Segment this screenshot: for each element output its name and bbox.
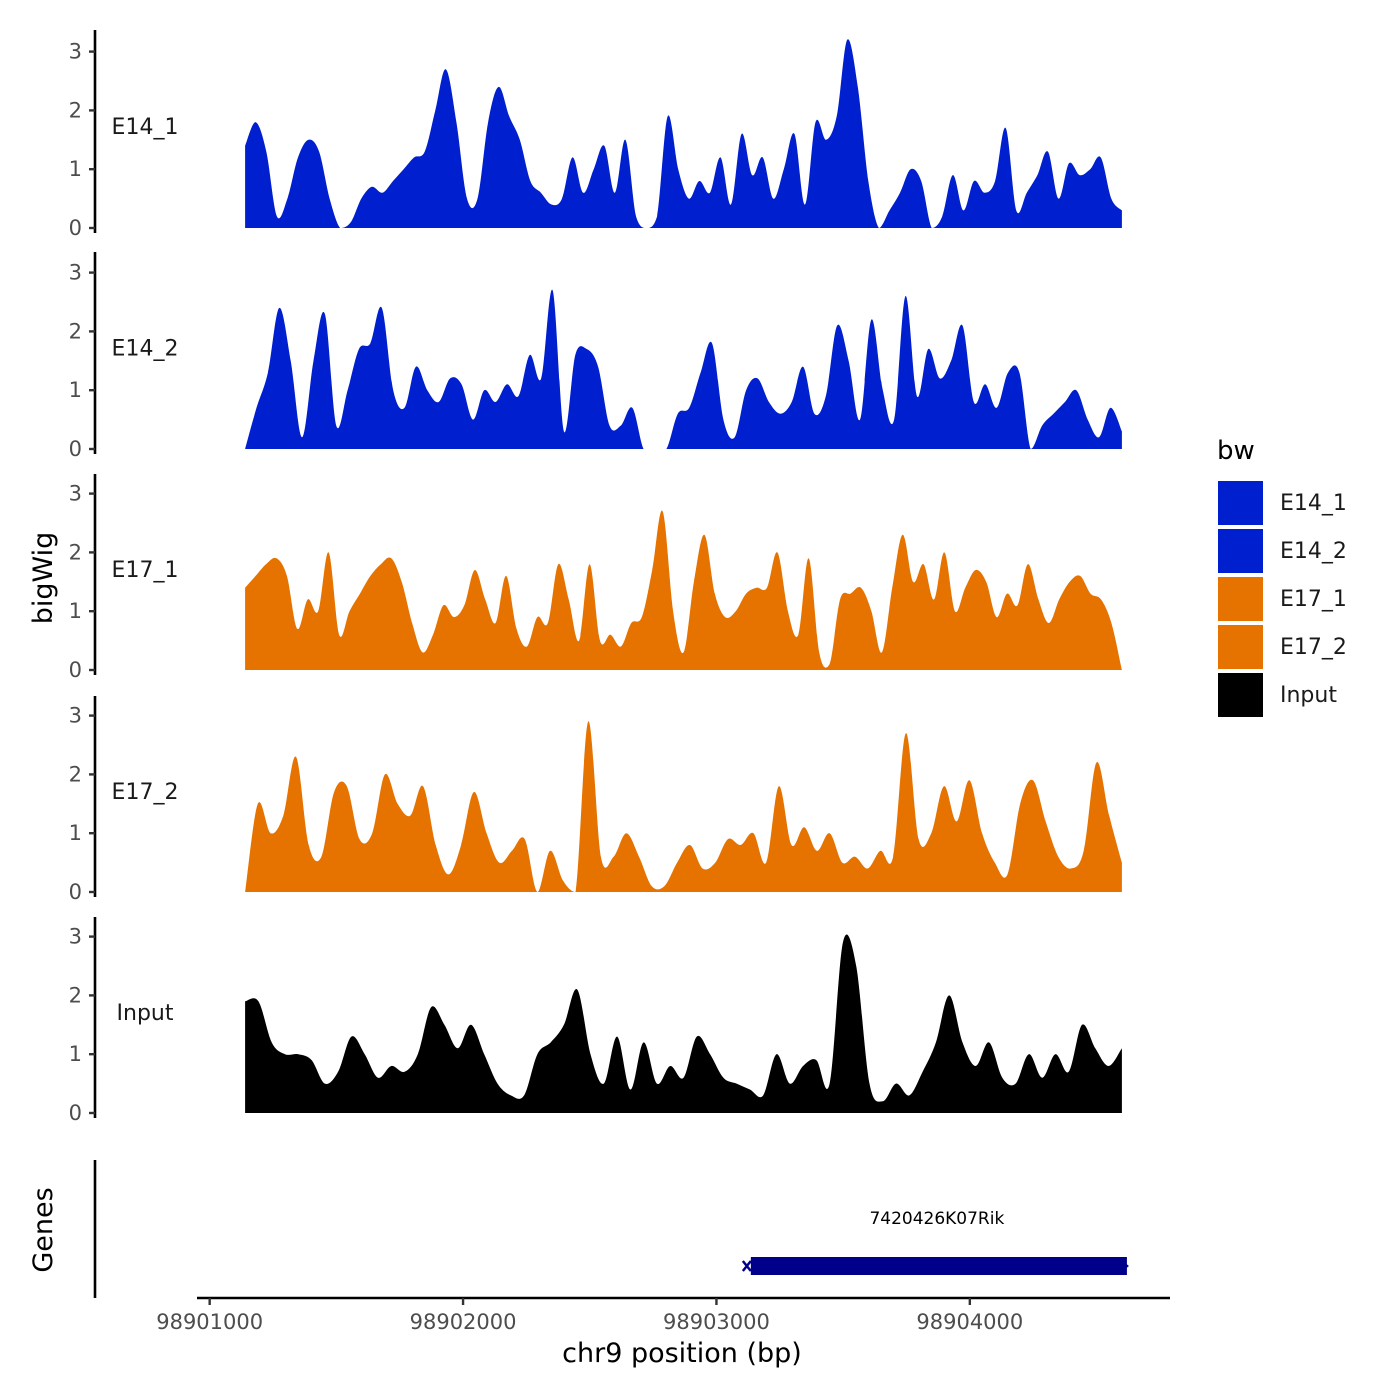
legend-label: E17_2: [1280, 635, 1347, 660]
legend-swatch: [1218, 673, 1263, 717]
x-tick-label: 98903000: [663, 1310, 770, 1334]
legend-item-Input: Input: [1218, 673, 1337, 717]
y-tick-label: 3: [69, 40, 82, 64]
legend-label: Input: [1280, 683, 1337, 708]
legend-label: E17_1: [1280, 587, 1347, 612]
track-label: E17_1: [112, 558, 179, 583]
track-area-E14_2: [245, 289, 1122, 449]
track-area-E17_2: [245, 721, 1122, 892]
y-tick-label: 3: [69, 482, 82, 506]
track-label: E14_2: [112, 337, 179, 362]
y-tick-label: 2: [69, 540, 82, 564]
gene-7420426K07Rik: 7420426K07Rik: [741, 1209, 1129, 1275]
legend-swatch: [1218, 481, 1263, 525]
y-tick-label: 0: [69, 880, 82, 904]
y-tick-label: 1: [69, 378, 82, 402]
gene-end-marker: [1122, 1261, 1129, 1271]
track-area-Input: [245, 934, 1122, 1113]
genes-axis-title: Genes: [28, 1187, 59, 1272]
legend-swatch: [1218, 625, 1263, 669]
track-E14_1: 0 1 2 3 E14_1: [69, 30, 1122, 240]
y-tick-label: 0: [69, 658, 82, 682]
legend: bw E14_1 E14_2 E17_1 E17_2 Input: [1217, 436, 1347, 717]
bigwig-tracks: 0 1 2 3 E14_1 0 1 2 3 E14_2 0 1 2 3 E17_1 0 1 2 3 E17_2 0 1 2 3…: [69, 30, 1122, 1125]
y-tick-label: 1: [69, 599, 82, 623]
y-tick-label: 1: [69, 157, 82, 181]
y-tick-label: 3: [69, 261, 82, 285]
y-axis-title: bigWig: [28, 532, 59, 625]
gene-body: [750, 1257, 1127, 1275]
track-E17_2: 0 1 2 3 E17_2: [69, 696, 1122, 904]
y-tick-label: 2: [69, 983, 82, 1007]
genes-track: 7420426K07Rik: [93, 1160, 1129, 1298]
legend-swatch: [1218, 577, 1263, 621]
y-tick-label: 0: [69, 216, 82, 240]
track-E14_2: 0 1 2 3 E14_2: [69, 252, 1122, 461]
legend-item-E14_1: E14_1: [1218, 481, 1347, 525]
y-tick-label: 2: [69, 98, 82, 122]
y-tick-label: 2: [69, 319, 82, 343]
x-tick-label: 98902000: [410, 1310, 517, 1334]
legend-item-E17_1: E17_1: [1218, 577, 1347, 621]
legend-item-E17_2: E17_2: [1218, 625, 1347, 669]
legend-item-E14_2: E14_2: [1218, 529, 1347, 573]
x-axis: 98901000 98902000 98903000 98904000: [156, 1296, 1170, 1334]
track-label: E14_1: [112, 115, 179, 140]
gene-label: 7420426K07Rik: [869, 1209, 1004, 1229]
y-tick-label: 2: [69, 762, 82, 786]
y-tick-label: 3: [69, 925, 82, 949]
gene-start-marker: [741, 1260, 752, 1272]
track-label: Input: [117, 1001, 174, 1026]
track-E17_1: 0 1 2 3 E17_1: [69, 474, 1122, 682]
y-tick-label: 0: [69, 1101, 82, 1125]
y-tick-label: 0: [69, 437, 82, 461]
legend-swatch: [1218, 529, 1263, 573]
legend-label: E14_2: [1280, 539, 1347, 564]
legend-label: E14_1: [1280, 491, 1347, 516]
legend-title: bw: [1217, 436, 1255, 466]
track-area-E14_1: [245, 39, 1122, 229]
x-tick-label: 98904000: [916, 1310, 1023, 1334]
track-Input: 0 1 2 3 Input: [69, 917, 1122, 1125]
y-tick-label: 1: [69, 1042, 82, 1066]
y-tick-label: 3: [69, 704, 82, 728]
track-label: E17_2: [112, 780, 179, 805]
y-tick-label: 1: [69, 821, 82, 845]
track-area-E17_1: [245, 510, 1122, 670]
x-tick-label: 98901000: [156, 1310, 263, 1334]
x-axis-title: chr9 position (bp): [562, 1338, 802, 1369]
